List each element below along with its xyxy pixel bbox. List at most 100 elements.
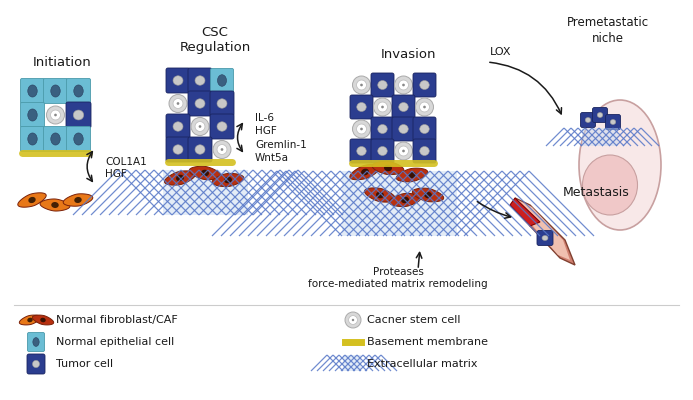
Circle shape bbox=[213, 140, 231, 158]
Polygon shape bbox=[40, 199, 70, 211]
Text: Normal fibroblast/CAF: Normal fibroblast/CAF bbox=[56, 315, 177, 325]
Circle shape bbox=[374, 98, 392, 116]
FancyBboxPatch shape bbox=[21, 126, 44, 152]
Polygon shape bbox=[365, 188, 396, 202]
Text: IL-6
HGF
Gremlin-1
Wnt5a: IL-6 HGF Gremlin-1 Wnt5a bbox=[255, 113, 307, 163]
Text: LOX: LOX bbox=[490, 47, 511, 57]
Ellipse shape bbox=[224, 177, 232, 183]
Circle shape bbox=[173, 98, 183, 108]
Text: Proteases
force-mediated matrix remodeling: Proteases force-mediated matrix remodeli… bbox=[308, 267, 488, 289]
Text: Normal epithelial cell: Normal epithelial cell bbox=[56, 337, 174, 347]
FancyBboxPatch shape bbox=[350, 139, 373, 163]
FancyBboxPatch shape bbox=[67, 126, 91, 152]
Ellipse shape bbox=[27, 318, 33, 322]
Circle shape bbox=[352, 319, 354, 321]
Circle shape bbox=[199, 125, 202, 128]
Ellipse shape bbox=[398, 102, 408, 112]
Ellipse shape bbox=[40, 318, 46, 322]
Polygon shape bbox=[63, 194, 93, 206]
FancyBboxPatch shape bbox=[44, 78, 67, 104]
Ellipse shape bbox=[51, 133, 60, 145]
Ellipse shape bbox=[217, 122, 227, 131]
Circle shape bbox=[360, 128, 363, 130]
FancyBboxPatch shape bbox=[166, 68, 190, 93]
Bar bbox=[343, 355, 361, 371]
FancyBboxPatch shape bbox=[44, 126, 67, 152]
Text: Premetastatic
niche: Premetastatic niche bbox=[567, 16, 649, 44]
Circle shape bbox=[191, 118, 209, 136]
FancyBboxPatch shape bbox=[392, 117, 415, 141]
FancyBboxPatch shape bbox=[66, 102, 91, 128]
Polygon shape bbox=[33, 315, 53, 325]
FancyBboxPatch shape bbox=[413, 139, 436, 163]
Ellipse shape bbox=[378, 146, 387, 156]
Polygon shape bbox=[19, 315, 41, 325]
Ellipse shape bbox=[73, 110, 84, 120]
Ellipse shape bbox=[420, 124, 429, 134]
Circle shape bbox=[345, 312, 361, 328]
Ellipse shape bbox=[217, 99, 227, 108]
FancyBboxPatch shape bbox=[413, 73, 436, 97]
Text: Cacner stem cell: Cacner stem cell bbox=[367, 315, 461, 325]
Ellipse shape bbox=[408, 172, 416, 178]
Ellipse shape bbox=[420, 146, 429, 156]
Ellipse shape bbox=[586, 118, 590, 122]
Polygon shape bbox=[515, 198, 575, 265]
Ellipse shape bbox=[218, 75, 227, 86]
FancyBboxPatch shape bbox=[413, 117, 436, 141]
FancyBboxPatch shape bbox=[581, 112, 595, 128]
Circle shape bbox=[353, 76, 371, 94]
FancyBboxPatch shape bbox=[166, 114, 190, 139]
Ellipse shape bbox=[176, 175, 184, 181]
Ellipse shape bbox=[28, 85, 37, 97]
FancyBboxPatch shape bbox=[210, 114, 234, 139]
Polygon shape bbox=[389, 193, 421, 207]
Circle shape bbox=[423, 106, 426, 108]
Ellipse shape bbox=[579, 100, 661, 230]
FancyBboxPatch shape bbox=[606, 114, 620, 130]
FancyBboxPatch shape bbox=[21, 102, 44, 128]
Circle shape bbox=[378, 102, 387, 112]
Polygon shape bbox=[212, 173, 244, 187]
Polygon shape bbox=[510, 198, 540, 226]
Circle shape bbox=[381, 106, 384, 108]
Circle shape bbox=[169, 94, 187, 112]
Circle shape bbox=[398, 80, 408, 90]
FancyBboxPatch shape bbox=[350, 95, 373, 119]
Circle shape bbox=[357, 80, 367, 90]
Circle shape bbox=[398, 146, 408, 156]
Text: CSC
Regulation: CSC Regulation bbox=[179, 26, 251, 54]
Polygon shape bbox=[18, 193, 46, 207]
Ellipse shape bbox=[28, 197, 35, 203]
Text: Invasion: Invasion bbox=[380, 48, 436, 62]
Ellipse shape bbox=[583, 155, 638, 215]
Text: Tumor cell: Tumor cell bbox=[56, 359, 113, 369]
Ellipse shape bbox=[611, 120, 616, 124]
FancyBboxPatch shape bbox=[27, 354, 45, 374]
Bar bbox=[163, 170, 248, 215]
Ellipse shape bbox=[51, 85, 60, 97]
Circle shape bbox=[357, 124, 367, 134]
Circle shape bbox=[51, 110, 60, 120]
Ellipse shape bbox=[398, 124, 408, 134]
Ellipse shape bbox=[424, 192, 432, 198]
FancyBboxPatch shape bbox=[188, 137, 212, 162]
Bar bbox=[343, 355, 361, 371]
FancyBboxPatch shape bbox=[211, 68, 234, 92]
Circle shape bbox=[195, 122, 205, 132]
Text: Metastasis: Metastasis bbox=[563, 186, 629, 198]
FancyBboxPatch shape bbox=[392, 95, 415, 119]
Polygon shape bbox=[412, 188, 444, 202]
Bar bbox=[582, 128, 618, 146]
Ellipse shape bbox=[173, 145, 183, 154]
FancyBboxPatch shape bbox=[593, 108, 608, 122]
Ellipse shape bbox=[378, 80, 387, 90]
Circle shape bbox=[54, 114, 57, 116]
FancyBboxPatch shape bbox=[371, 73, 394, 97]
Ellipse shape bbox=[74, 197, 82, 203]
Ellipse shape bbox=[28, 109, 37, 121]
FancyBboxPatch shape bbox=[28, 332, 44, 352]
Polygon shape bbox=[396, 168, 428, 182]
Ellipse shape bbox=[195, 76, 205, 85]
FancyBboxPatch shape bbox=[210, 91, 234, 116]
